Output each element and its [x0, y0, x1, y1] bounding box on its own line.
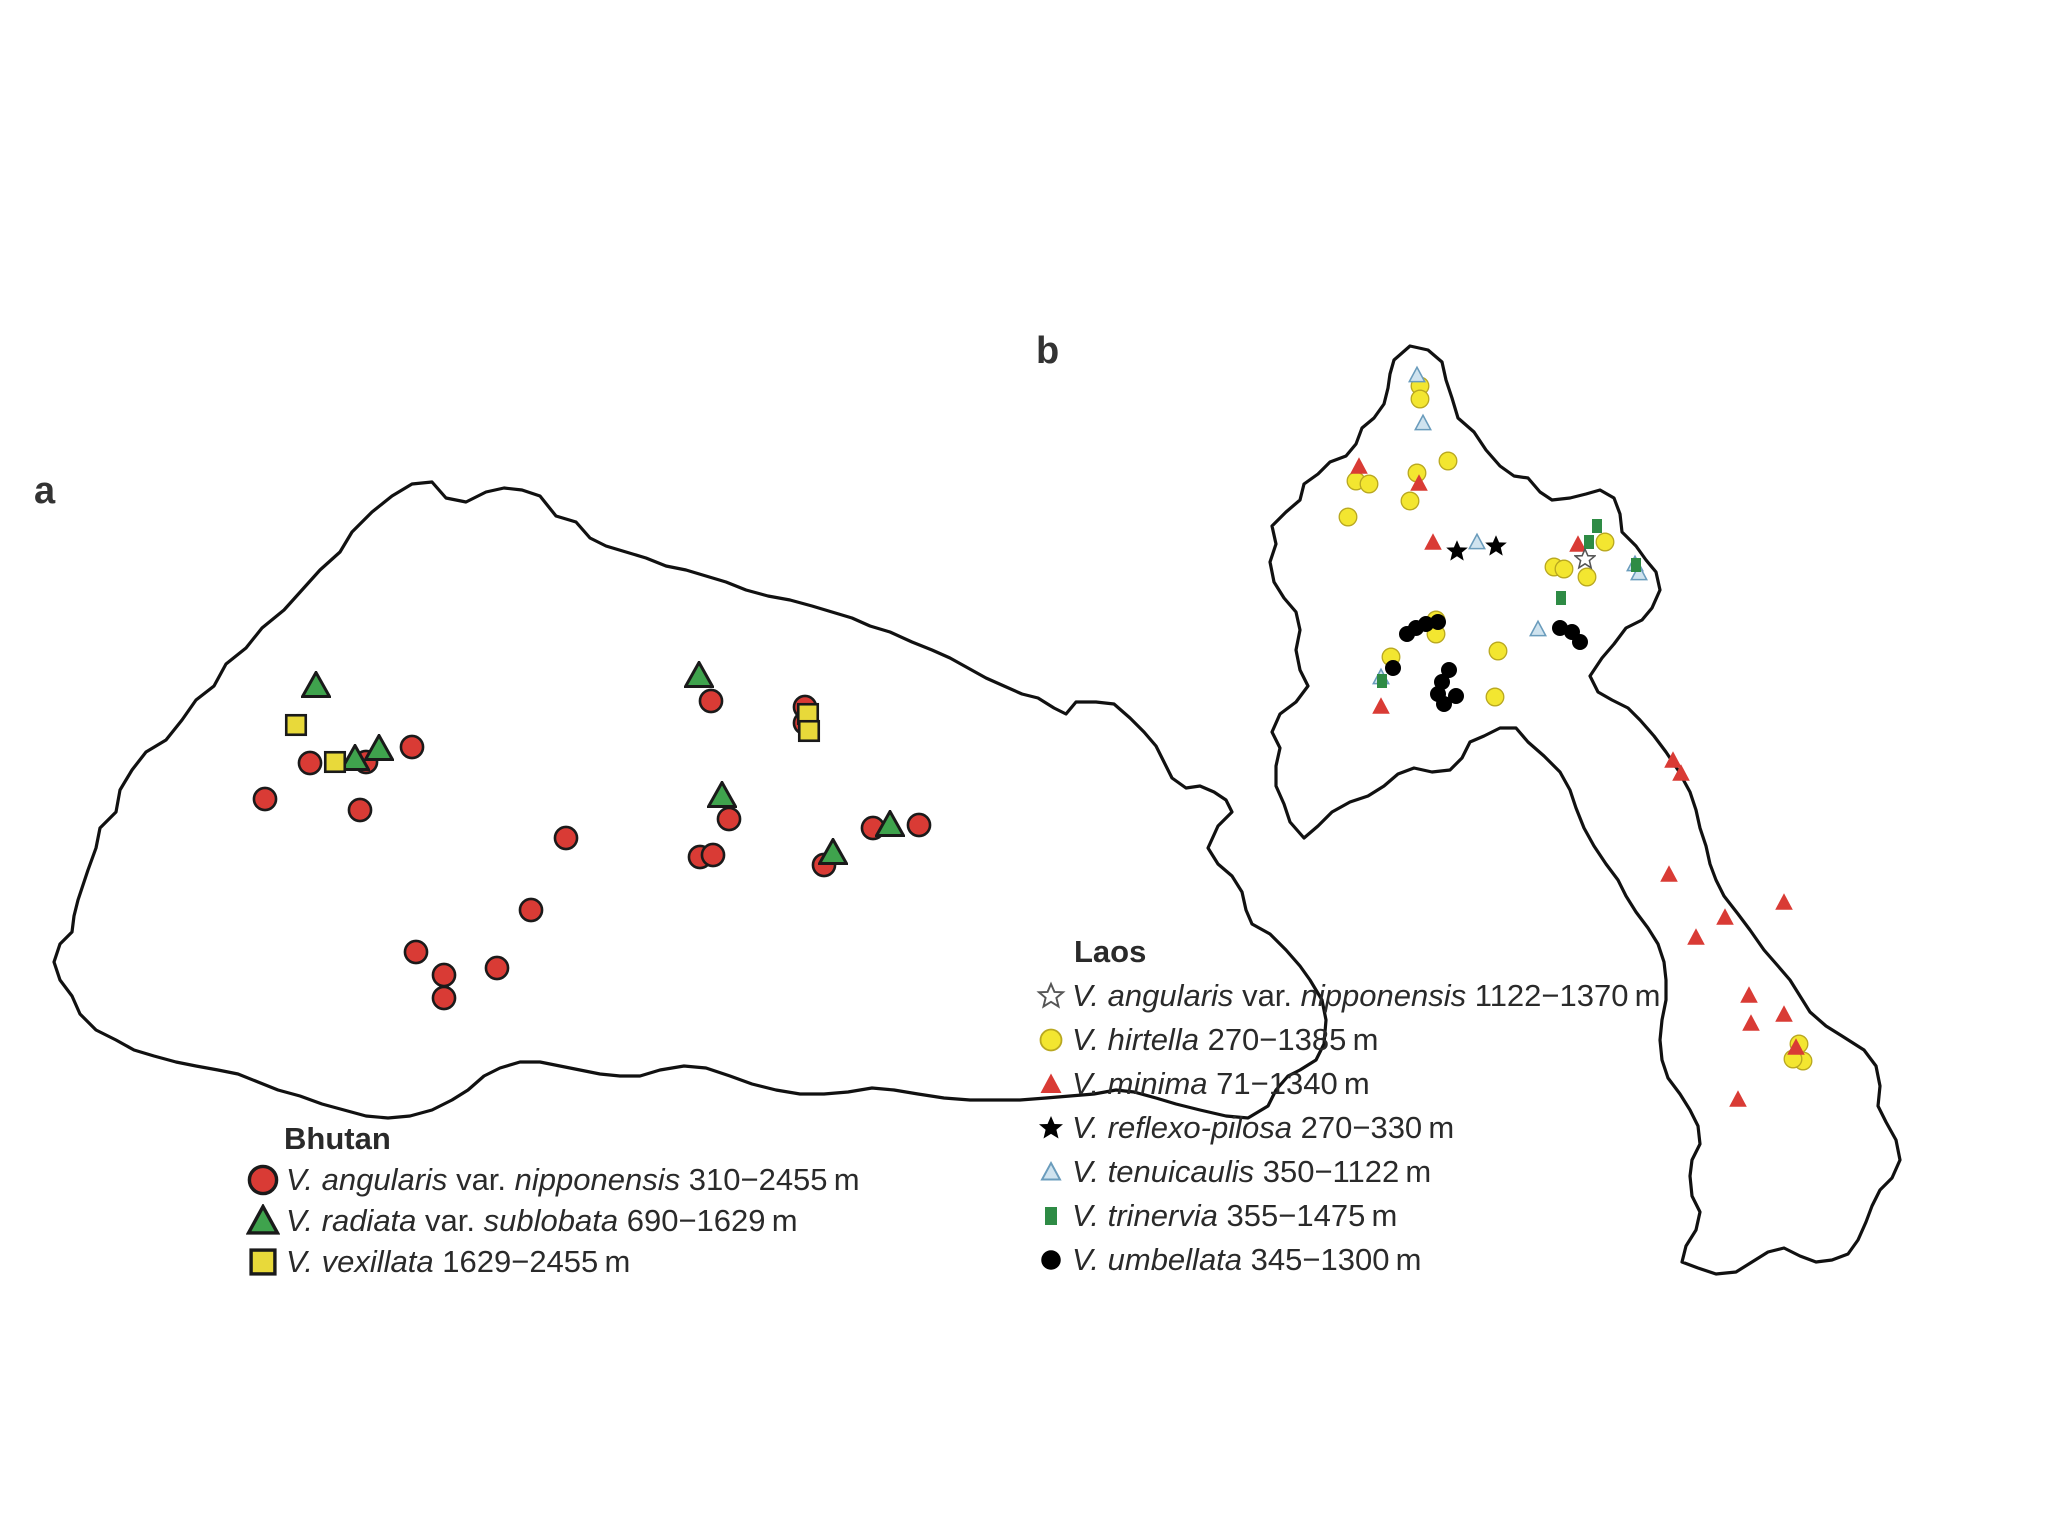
bhutan-marker-circle — [252, 786, 278, 812]
legend-label: V. trinervia 355−1475 m — [1072, 1198, 1398, 1233]
laos-marker-circle — [1400, 491, 1420, 511]
legend-label: V. angularis var. nipponensis 310−2455 m — [286, 1162, 860, 1197]
laos-border — [1268, 344, 1902, 1276]
rectangle-icon — [1045, 1207, 1057, 1225]
legend-label: V. tenuicaulis 350−1122 m — [1072, 1154, 1432, 1189]
laos-marker-rect — [1556, 591, 1566, 605]
bhutan-outline — [52, 480, 1328, 1120]
legend-label: V. minima 71−1340 m — [1072, 1066, 1370, 1101]
laos-marker-circle — [1595, 532, 1615, 552]
legend-label: V. vexillata 1629−2455 m — [286, 1244, 631, 1279]
triangle-icon — [246, 1203, 280, 1235]
triangle-icon — [1040, 1073, 1062, 1093]
legend-row: V. angularis var. nipponensis 1122−1370 … — [1036, 974, 1661, 1018]
laos-marker-dot — [1572, 634, 1588, 650]
laos-marker-circle — [1488, 641, 1508, 661]
bhutan-marker-circle — [716, 806, 742, 832]
legend-label: V. umbellata 345−1300 m — [1072, 1242, 1422, 1277]
laos-marker-circle — [1577, 567, 1597, 587]
circle-icon — [247, 1164, 279, 1195]
square-icon — [249, 1247, 277, 1276]
bhutan-marker-circle — [431, 985, 457, 1011]
laos-marker-circle — [1338, 507, 1358, 527]
legend-row: V. minima 71−1340 m — [1036, 1062, 1661, 1106]
laos-marker-circle — [1359, 474, 1379, 494]
dot-icon — [1041, 1250, 1061, 1270]
legend-bhutan: Bhutan V. angularis var. nipponensis 310… — [246, 1118, 860, 1282]
legend-row: V. angularis var. nipponensis 310−2455 m — [246, 1159, 860, 1200]
legend-label: V. angularis var. nipponensis 1122−1370 … — [1072, 978, 1661, 1013]
circle-icon — [1039, 1028, 1063, 1052]
bhutan-marker-circle — [698, 688, 724, 714]
legend-label: V. hirtella 270−1385 m — [1072, 1022, 1379, 1057]
laos-marker-rect — [1592, 519, 1602, 533]
bhutan-marker-circle — [906, 812, 932, 838]
legend-laos: Laos V. angularis var. nipponensis 1122−… — [1036, 930, 1661, 1282]
bhutan-marker-circle — [700, 842, 726, 868]
bhutan-marker-circle — [431, 962, 457, 988]
legend-row: V. radiata var. sublobata 690−1629 m — [246, 1200, 860, 1241]
bhutan-marker-circle — [297, 750, 323, 776]
legend-row: V. umbellata 345−1300 m — [1036, 1238, 1661, 1282]
panel-label-b: b — [1036, 330, 1060, 372]
bhutan-marker-circle — [403, 939, 429, 965]
bhutan-marker-circle — [484, 955, 510, 981]
star-icon — [1039, 1116, 1063, 1139]
legend-row: V. trinervia 355−1475 m — [1036, 1194, 1661, 1238]
laos-marker-rect — [1631, 558, 1641, 572]
bhutan-marker-square — [797, 719, 821, 743]
laos-marker-triangle — [1775, 893, 1793, 910]
legend-title-bhutan: Bhutan — [284, 1121, 391, 1156]
legend-title-laos: Laos — [1074, 934, 1147, 969]
laos-marker-circle — [1438, 451, 1458, 471]
laos-marker-dot — [1385, 660, 1401, 676]
laos-marker-dot — [1448, 688, 1464, 704]
legend-row: V. vexillata 1629−2455 m — [246, 1241, 860, 1282]
bhutan-marker-square — [284, 713, 308, 737]
laos-marker-dot — [1430, 614, 1446, 630]
laos-marker-circle — [1485, 687, 1505, 707]
laos-marker-circle — [1554, 559, 1574, 579]
legend-row: V. reflexo-pilosa 270−330 m — [1036, 1106, 1661, 1150]
laos-marker-rect — [1377, 674, 1387, 688]
bhutan-marker-square — [323, 750, 347, 774]
laos-marker-circle — [1410, 389, 1430, 409]
laos-marker-rect — [1584, 535, 1594, 549]
star-outline-icon — [1036, 981, 1066, 1009]
triangle-icon — [1040, 1160, 1062, 1181]
panel-label-a: a — [34, 470, 56, 512]
legend-label: V. radiata var. sublobata 690−1629 m — [286, 1203, 798, 1238]
legend-label: V. reflexo-pilosa 270−330 m — [1072, 1110, 1455, 1145]
bhutan-marker-circle — [347, 797, 373, 823]
bhutan-marker-circle — [553, 825, 579, 851]
bhutan-marker-circle — [518, 897, 544, 923]
legend-row: V. tenuicaulis 350−1122 m — [1036, 1150, 1661, 1194]
legend-row: V. hirtella 270−1385 m — [1036, 1018, 1661, 1062]
bhutan-marker-circle — [399, 734, 425, 760]
